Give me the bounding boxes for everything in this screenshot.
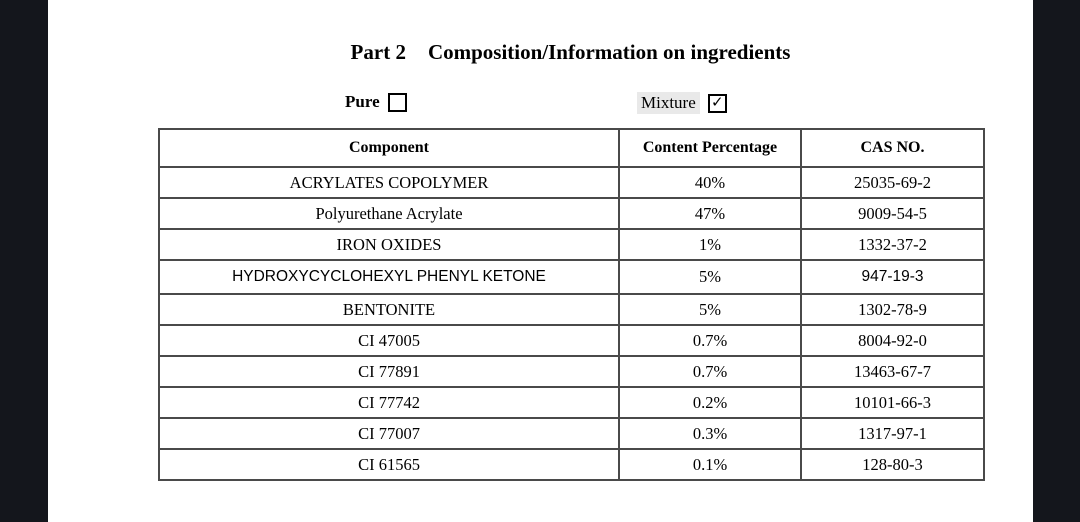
table-row: Polyurethane Acrylate 47% 9009-54-5 — [158, 197, 985, 230]
pure-label: Pure — [345, 92, 380, 111]
page-title-part-number: Part 2 — [350, 40, 406, 64]
document-page: Part 2 Composition/Information on ingredi… — [48, 0, 1033, 522]
cas-cell: 13463-67-7 — [800, 355, 985, 388]
percent-cell: 1% — [618, 228, 802, 261]
table-row: CI 61565 0.1% 128-80-3 — [158, 448, 985, 481]
pure-option: Pure — [345, 92, 407, 112]
cas-cell: 9009-54-5 — [800, 197, 985, 230]
cas-cell: 8004-92-0 — [800, 324, 985, 357]
mixture-option: Mixture ✓ — [637, 92, 727, 114]
component-cell: CI 77742 — [158, 386, 620, 419]
page-title-text: Composition/Information on ingredients — [427, 40, 791, 64]
header-row: Component Content Percentage CAS NO. — [158, 128, 985, 168]
cas-cell: 1332-37-2 — [800, 228, 985, 261]
component-cell: BENTONITE — [158, 293, 620, 326]
mixture-label: Mixture — [637, 92, 700, 114]
component-cell: CI 77891 — [158, 355, 620, 388]
component-cell: CI 77007 — [158, 417, 620, 450]
checkmark-icon: ✓ — [710, 92, 724, 111]
component-cell: CI 47005 — [158, 324, 620, 357]
cas-cell: 10101-66-3 — [800, 386, 985, 419]
component-cell: Polyurethane Acrylate — [158, 197, 620, 230]
table-row: HYDROXYCYCLOHEXYL PHENYL KETONE 5% 947-1… — [158, 259, 985, 295]
ingredients-table-body: ACRYLATES COPOLYMER 40% 25035-69-2 Polyu… — [158, 166, 985, 481]
component-cell: HYDROXYCYCLOHEXYL PHENYL KETONE — [158, 259, 620, 295]
percent-cell: 0.2% — [618, 386, 802, 419]
pure-checkbox[interactable] — [387, 92, 407, 112]
header-content-percentage: Content Percentage — [618, 128, 802, 168]
percent-cell: 0.1% — [618, 448, 802, 481]
table-row: CI 77891 0.7% 13463-67-7 — [158, 355, 985, 388]
cas-cell: 25035-69-2 — [800, 166, 985, 199]
percent-cell: 40% — [618, 166, 802, 199]
percent-cell: 0.7% — [618, 355, 802, 388]
cas-cell: 947-19-3 — [800, 259, 985, 295]
cas-cell: 128-80-3 — [800, 448, 985, 481]
cas-cell: 1302-78-9 — [800, 293, 985, 326]
percent-cell: 0.3% — [618, 417, 802, 450]
mixture-checkbox[interactable]: ✓ — [707, 92, 727, 113]
ingredients-table: Component Content Percentage CAS NO. ACR… — [158, 128, 985, 481]
header-cas-no: CAS NO. — [800, 128, 985, 168]
percent-cell: 5% — [618, 293, 802, 326]
percent-cell: 0.7% — [618, 324, 802, 357]
table-row: IRON OXIDES 1% 1332-37-2 — [158, 228, 985, 261]
component-cell: IRON OXIDES — [158, 228, 620, 261]
percent-cell: 5% — [618, 259, 802, 295]
table-row: CI 77742 0.2% 10101-66-3 — [158, 386, 985, 419]
cas-cell: 1317-97-1 — [800, 417, 985, 450]
page-title: Part 2 Composition/Information on ingredi… — [158, 40, 983, 65]
component-cell: CI 61565 — [158, 448, 620, 481]
ingredients-table-header: Component Content Percentage CAS NO. — [158, 128, 985, 168]
form-type-row: Pure Mixture ✓ — [48, 92, 1033, 118]
component-cell: ACRYLATES COPOLYMER — [158, 166, 620, 199]
table-row: CI 77007 0.3% 1317-97-1 — [158, 417, 985, 450]
table-row: CI 47005 0.7% 8004-92-0 — [158, 324, 985, 357]
table-row: ACRYLATES COPOLYMER 40% 25035-69-2 — [158, 166, 985, 199]
table-row: BENTONITE 5% 1302-78-9 — [158, 293, 985, 326]
percent-cell: 47% — [618, 197, 802, 230]
header-component: Component — [158, 128, 620, 168]
